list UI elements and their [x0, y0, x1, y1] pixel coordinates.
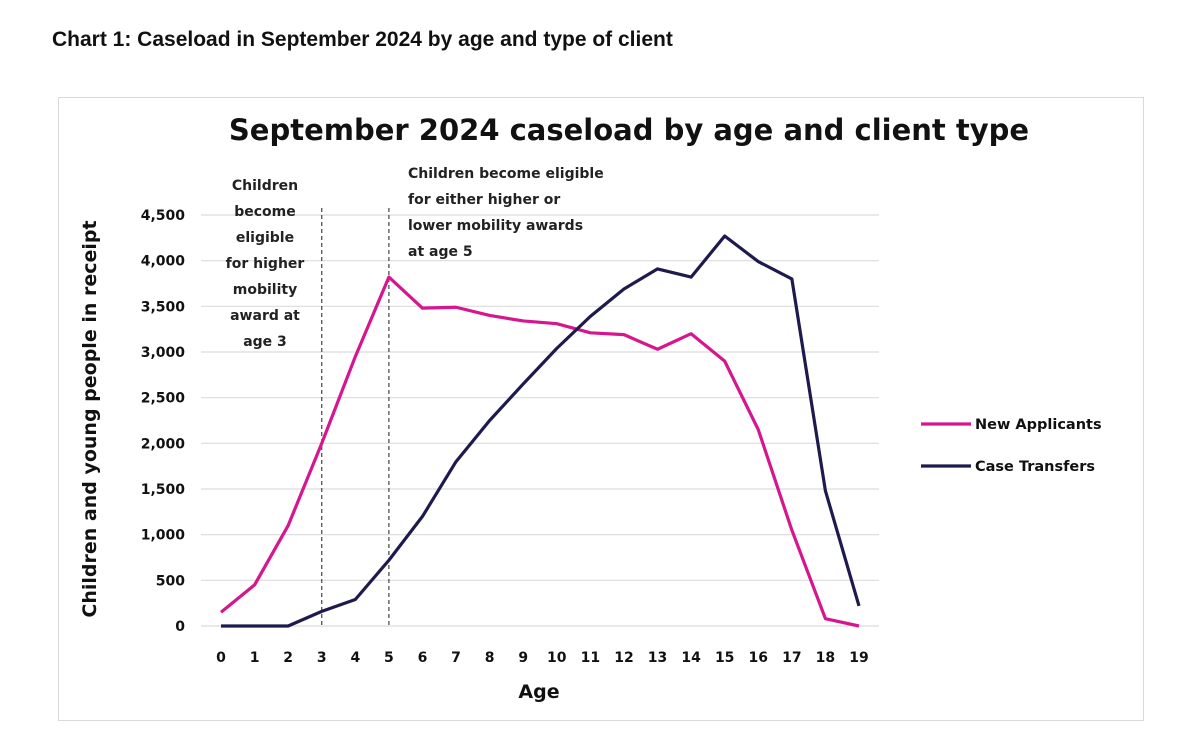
y-tick-label: 4,500: [141, 208, 186, 224]
x-tick-label: 10: [547, 650, 567, 666]
y-tick-label: 3,500: [141, 299, 186, 315]
y-tick-label: 1,000: [141, 528, 186, 544]
legend-label: New Applicants: [975, 417, 1102, 433]
page-caption: Chart 1: Caseload in September 2024 by a…: [52, 28, 673, 51]
series-line: [221, 234, 861, 628]
x-tick-label: 7: [451, 650, 461, 666]
series-lines: [219, 234, 861, 628]
x-tick-label: 15: [715, 650, 734, 666]
annotation-text: Children become eligible for higher mobility…: [226, 178, 305, 350]
x-tick-label: 14: [681, 650, 701, 666]
x-tick-label: 12: [614, 650, 633, 666]
line-chart: September 2024 caseload by age and clien…: [79, 113, 1102, 703]
y-tick-label: 2,500: [141, 391, 186, 407]
x-tick-label: 13: [648, 650, 667, 666]
y-tick-label: 2,000: [141, 436, 186, 452]
y-tick-labels: 0 500 1,000 1,500 2,000 2,500 3,000 3,500 4,000 4…: [141, 208, 186, 635]
x-tick-label: 16: [749, 650, 768, 666]
x-tick-label: 3: [317, 650, 327, 666]
x-tick-label: 18: [816, 650, 835, 666]
x-tick-label: 5: [384, 650, 394, 666]
x-tick-label: 1: [250, 650, 260, 666]
y-tick-label: 500: [156, 573, 185, 589]
x-tick-label: 2: [283, 650, 293, 666]
legend: New Applicants Case Transfers: [921, 417, 1102, 475]
y-tick-label: 1,500: [141, 482, 186, 498]
x-tick-label: 4: [350, 650, 360, 666]
chart-title: September 2024 caseload by age and clien…: [229, 113, 1029, 147]
x-tick-label: 17: [782, 650, 801, 666]
series-line: [219, 275, 860, 628]
gridlines: [201, 214, 879, 627]
x-tick-label: 19: [849, 650, 868, 666]
y-tick-label: 0: [175, 619, 185, 635]
x-tick-label: 0: [216, 650, 226, 666]
x-tick-label: 11: [581, 650, 600, 666]
x-tick-label: 6: [418, 650, 428, 666]
x-tick-labels: 0 1 2 3 4 5 6 7 8 9 10 11 12 13 14 15 16 17 18 19: [216, 650, 869, 666]
y-tick-label: 3,000: [141, 345, 186, 361]
x-tick-label: 8: [485, 650, 495, 666]
annotations: Children become eligible for higher mobility…: [226, 166, 604, 626]
x-axis-title: Age: [518, 681, 559, 703]
chart-frame: September 2024 caseload by age and clien…: [58, 97, 1144, 721]
legend-label: Case Transfers: [975, 459, 1095, 475]
x-tick-label: 9: [518, 650, 528, 666]
y-tick-label: 4,000: [141, 254, 186, 270]
y-axis-title: Children and young people in receipt: [79, 220, 101, 617]
annotation-text: Children become eligible for either highe…: [408, 166, 604, 260]
